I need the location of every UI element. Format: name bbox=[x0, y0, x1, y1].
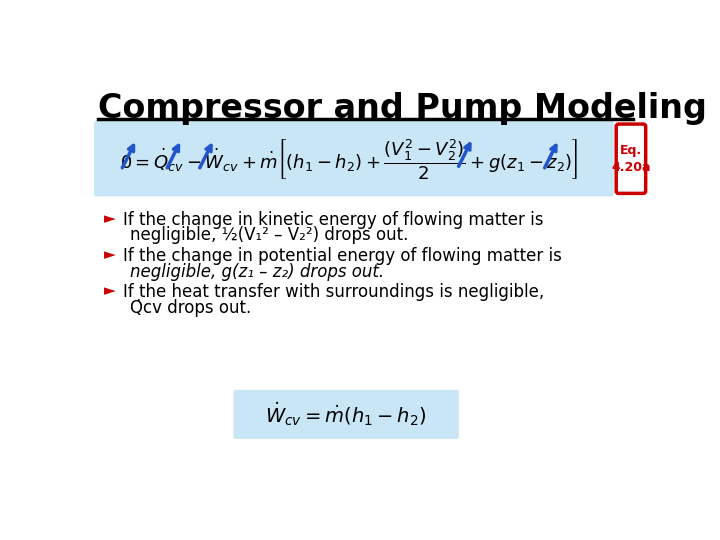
FancyBboxPatch shape bbox=[234, 390, 458, 438]
FancyBboxPatch shape bbox=[616, 124, 646, 193]
Text: If the heat transfer with surroundings is negligible,: If the heat transfer with surroundings i… bbox=[122, 284, 544, 301]
Text: $\dot{W}_{cv} = \dot{m}(h_1 - h_2)$: $\dot{W}_{cv} = \dot{m}(h_1 - h_2)$ bbox=[265, 401, 426, 428]
Text: Q̇cv drops out.: Q̇cv drops out. bbox=[130, 299, 251, 317]
Text: $0 = \dot{Q}_{cv} - \dot{W}_{cv} + \dot{m}\left[(h_1 - h_2) + \dfrac{(V_1^2 - V_: $0 = \dot{Q}_{cv} - \dot{W}_{cv} + \dot{… bbox=[120, 137, 579, 181]
Text: ►: ► bbox=[104, 211, 116, 226]
Text: negligible, g(z₁ – z₂) drops out.: negligible, g(z₁ – z₂) drops out. bbox=[130, 262, 384, 281]
FancyBboxPatch shape bbox=[94, 122, 613, 195]
Text: Compressor and Pump Modeling: Compressor and Pump Modeling bbox=[98, 92, 706, 125]
Text: If the change in potential energy of flowing matter is: If the change in potential energy of flo… bbox=[122, 247, 562, 265]
Text: ►: ► bbox=[104, 284, 116, 299]
Text: negligible, ½(V₁² – V₂²) drops out.: negligible, ½(V₁² – V₂²) drops out. bbox=[130, 226, 409, 245]
Text: ►: ► bbox=[104, 247, 116, 262]
Text: Eq.
4.20a: Eq. 4.20a bbox=[611, 144, 651, 174]
Text: If the change in kinetic energy of flowing matter is: If the change in kinetic energy of flowi… bbox=[122, 211, 543, 229]
